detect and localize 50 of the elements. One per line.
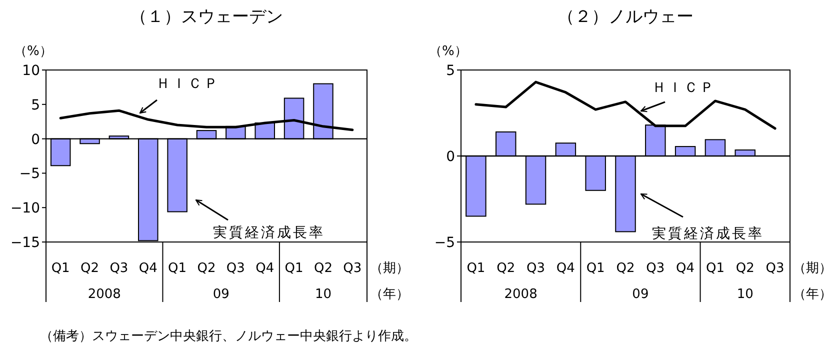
x-tick-label: Q1 <box>51 261 70 276</box>
x-tick-label: Q2 <box>496 261 516 276</box>
x-tick-label: Q2 <box>197 261 216 276</box>
x-axis-title: （期） <box>370 261 409 276</box>
y-tick-label: −15 <box>10 235 40 251</box>
y-tick-label: 10 <box>22 63 40 79</box>
x-tick-label: Q2 <box>736 261 754 276</box>
text: 10 <box>736 287 754 302</box>
y-tick-label: −5 <box>434 235 455 251</box>
x-tick-label: Q2 <box>80 261 100 276</box>
text: 10 <box>314 287 332 302</box>
text: （年） <box>793 287 832 302</box>
x-tick-label: Q3 <box>226 261 245 276</box>
chart-title: （２）ノルウェー <box>558 7 694 27</box>
y-tick-label: 0 <box>31 132 40 148</box>
text: 2008 <box>504 287 538 302</box>
y-axis-title: （%） <box>14 44 52 59</box>
x-tick-label: Q1 <box>586 261 605 276</box>
x-tick-label: Q3 <box>766 261 784 276</box>
x-axis-title: （期） <box>793 261 832 276</box>
text: 09 <box>632 287 649 302</box>
x-tick-label: Q1 <box>466 261 486 276</box>
chart-title: （１）スウェーデン <box>130 7 283 27</box>
x-tick-label: Q2 <box>616 261 635 276</box>
y-tick-label: −5 <box>19 166 40 182</box>
text: （備考）スウェーデン中央銀行、ノルウェー中央銀行より作成。 <box>40 329 417 344</box>
y-tick-label: −10 <box>10 200 40 217</box>
x-tick-label: Q1 <box>168 261 187 276</box>
x-tick-label: Q3 <box>646 261 665 276</box>
x-tick-label: Q1 <box>706 261 724 276</box>
y-axis-title: （%） <box>429 44 468 59</box>
y-tick-label: 0 <box>446 149 455 165</box>
x-tick-label: Q1 <box>284 261 304 276</box>
x-tick-label: Q3 <box>110 261 128 276</box>
text: 2008 <box>88 287 121 302</box>
x-tick-label: Q4 <box>256 261 274 276</box>
x-tick-label: Q4 <box>676 261 695 276</box>
x-tick-label: Q4 <box>138 261 158 276</box>
text: 09 <box>212 287 230 302</box>
x-tick-label: Q3 <box>526 261 546 276</box>
y-tick-label: 5 <box>31 97 40 114</box>
x-tick-label: Q3 <box>343 261 362 276</box>
x-tick-label: Q4 <box>556 261 575 276</box>
series-label: ＨＩＣＰ <box>652 80 716 96</box>
x-tick-label: Q2 <box>314 261 332 276</box>
text: ＨＩＣＰ <box>156 76 220 92</box>
legend-label: 実質経済成長率 <box>213 225 325 241</box>
legend-label: 実質経済成長率 <box>652 226 764 242</box>
y-tick-label: 5 <box>446 63 455 79</box>
text: （年） <box>370 287 409 302</box>
